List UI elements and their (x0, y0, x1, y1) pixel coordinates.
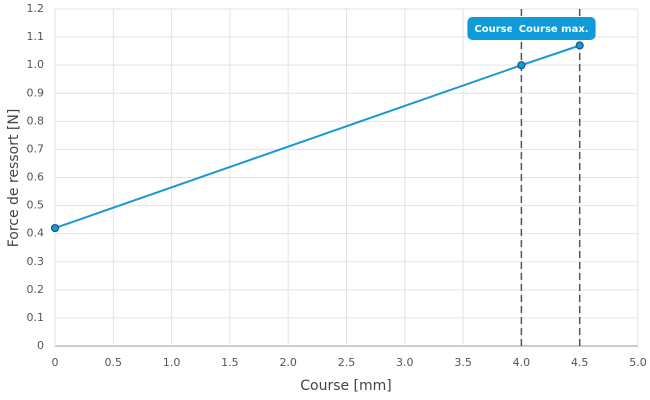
x-tick-label: 2.5 (338, 356, 356, 369)
y-tick-label: 1.2 (27, 2, 45, 15)
x-tick-label: 0 (52, 356, 59, 369)
y-tick-label: 0.7 (27, 142, 45, 155)
y-tick-label: 1.1 (27, 30, 45, 43)
x-tick-label: 3.0 (396, 356, 414, 369)
x-tick-label: 4.0 (513, 356, 531, 369)
annotation-label: Course de t (474, 24, 539, 35)
data-point (50, 223, 60, 233)
x-tick-label: 5.0 (629, 356, 647, 369)
series-line (54, 44, 581, 229)
x-tick-label: 1.0 (163, 356, 181, 369)
y-tick-label: 0.4 (27, 227, 45, 240)
y-tick-label: 0.6 (27, 171, 45, 184)
y-tick-label: 0 (37, 339, 44, 352)
y-tick-label: 0.2 (27, 283, 45, 296)
y-tick-label: 0.5 (27, 199, 45, 212)
y-tick-label: 0.3 (27, 255, 45, 268)
y-tick-label: 0.1 (27, 311, 45, 324)
y-tick-label: 0.8 (27, 114, 45, 127)
y-tick-label: 0.9 (27, 86, 45, 99)
y-axis-title: Force de ressort [N] (6, 109, 22, 248)
annotation-box (511, 17, 596, 40)
x-tick-label: 0.5 (105, 356, 123, 369)
x-tick-label: 4.5 (571, 356, 589, 369)
x-axis-title: Course [mm] (300, 378, 392, 394)
y-tick-label: 1.0 (27, 58, 45, 71)
data-point (575, 41, 584, 50)
x-tick-label: 2.0 (279, 356, 297, 369)
x-tick-label: 3.5 (454, 356, 472, 369)
annotation-label: Course max. (519, 24, 589, 35)
x-tick-label: 1.5 (221, 356, 239, 369)
data-point (517, 61, 526, 70)
